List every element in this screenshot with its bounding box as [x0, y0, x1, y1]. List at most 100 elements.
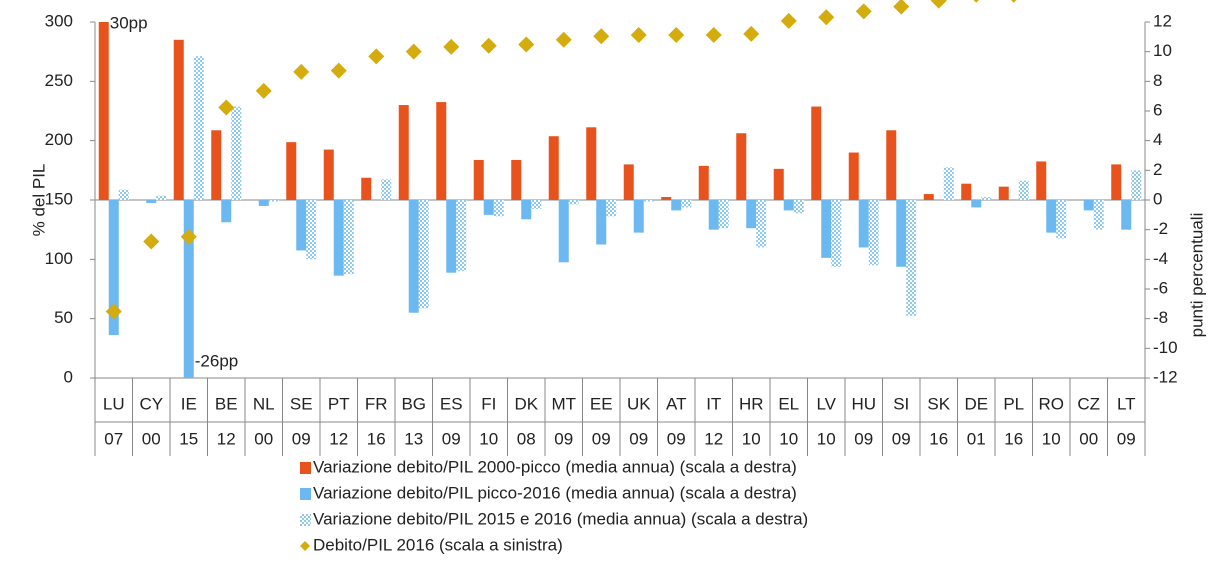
bar	[361, 177, 372, 200]
y-tick-label: 150	[45, 189, 73, 208]
x-year-label: 13	[404, 429, 423, 448]
bar	[1121, 200, 1132, 230]
bar	[671, 200, 682, 211]
diamond-marker	[143, 233, 160, 250]
diamond-marker	[593, 28, 610, 45]
diamond-marker	[705, 27, 722, 44]
x-tick-label: SI	[893, 394, 909, 413]
diamond-marker	[855, 3, 872, 20]
x-tick-label: UK	[627, 394, 651, 413]
x-tick-label: EL	[778, 394, 799, 413]
x-tick-label: DE	[964, 394, 988, 413]
bar	[173, 39, 184, 200]
bar	[118, 189, 129, 200]
diamond-marker	[105, 303, 122, 320]
diamond-marker	[780, 12, 797, 29]
y2-tick-label: 10	[1153, 41, 1172, 60]
y-tick-label: 50	[54, 308, 73, 327]
x-year-label: 10	[779, 429, 798, 448]
y-tick-label: 100	[45, 249, 73, 268]
bar	[811, 106, 822, 200]
bar	[418, 200, 429, 309]
y-axis-title: % del PIL	[29, 164, 48, 237]
legend-marker	[300, 514, 311, 526]
bar	[773, 168, 784, 200]
x-year-label: 16	[929, 429, 948, 448]
diamond-marker	[818, 9, 835, 26]
x-tick-label: CZ	[1077, 394, 1100, 413]
x-year-label: 10	[479, 429, 498, 448]
bar	[998, 186, 1009, 200]
diamond-marker	[368, 48, 385, 65]
bar	[718, 200, 729, 229]
x-year-label: 08	[517, 429, 536, 448]
bar	[483, 200, 494, 215]
y2-tick-label: 4	[1153, 130, 1162, 149]
y2-tick-label: 8	[1153, 71, 1162, 90]
diamond-marker	[973, 0, 979, 3]
bar	[858, 200, 869, 248]
y2-tick-label: -6	[1153, 278, 1168, 297]
x-year-label: 16	[367, 429, 386, 448]
legend-label: Variazione debito/PIL picco-2016 (media …	[313, 483, 797, 502]
bar	[698, 165, 709, 200]
x-year-label: 10	[742, 429, 761, 448]
x-tick-label: HU	[851, 394, 876, 413]
diamond-marker	[330, 62, 347, 79]
bar	[943, 167, 954, 200]
bar	[961, 183, 972, 200]
bar	[1056, 200, 1067, 239]
x-year-label: 00	[142, 429, 161, 448]
bar	[521, 200, 532, 220]
annotation: 30pp	[110, 13, 148, 32]
x-tick-label: AT	[666, 394, 686, 413]
legend-label: Debito/PIL 2016 (scala a sinistra)	[313, 535, 563, 554]
y2-axis-title: punti percentuali	[1187, 213, 1206, 338]
bar	[531, 200, 542, 209]
bar	[1046, 200, 1057, 233]
x-tick-label: NL	[253, 394, 275, 413]
bar	[398, 105, 409, 200]
bar	[1131, 170, 1142, 200]
bar	[568, 200, 579, 205]
bar	[623, 164, 634, 200]
x-year-label: 09	[292, 429, 311, 448]
diamond-marker	[405, 43, 422, 60]
bar	[381, 179, 392, 200]
bar	[446, 200, 457, 273]
diamond-marker	[668, 27, 685, 44]
x-tick-label: FI	[481, 394, 496, 413]
bar	[473, 159, 484, 200]
diamond-marker	[480, 37, 497, 54]
x-year-label: 09	[592, 429, 611, 448]
y2-tick-label: -2	[1153, 219, 1168, 238]
bar	[923, 194, 934, 200]
bar	[98, 22, 109, 200]
bar	[193, 56, 204, 200]
bar	[896, 200, 907, 267]
x-tick-label: LV	[816, 394, 836, 413]
bar	[831, 200, 842, 267]
x-year-label: 09	[1117, 429, 1136, 448]
y2-tick-label: -4	[1153, 249, 1168, 268]
bar	[343, 200, 354, 275]
diamond-marker	[255, 82, 272, 99]
legend-label: Variazione debito/PIL 2015 e 2016 (media…	[313, 509, 808, 528]
legend-label: Variazione debito/PIL 2000-picco (media …	[313, 457, 797, 476]
bar	[296, 200, 307, 251]
legend-marker	[300, 541, 310, 551]
bar	[558, 200, 569, 263]
x-tick-label: SK	[927, 394, 950, 413]
bar	[511, 159, 522, 200]
bar	[211, 130, 222, 200]
x-tick-label: DK	[514, 394, 538, 413]
x-year-label: 10	[817, 429, 836, 448]
bar	[408, 200, 419, 313]
y2-tick-label: -12	[1153, 367, 1178, 386]
x-year-label: 09	[892, 429, 911, 448]
bar	[436, 102, 447, 200]
x-year-label: 01	[967, 429, 986, 448]
x-tick-label: ES	[440, 394, 463, 413]
x-year-label: 09	[554, 429, 573, 448]
